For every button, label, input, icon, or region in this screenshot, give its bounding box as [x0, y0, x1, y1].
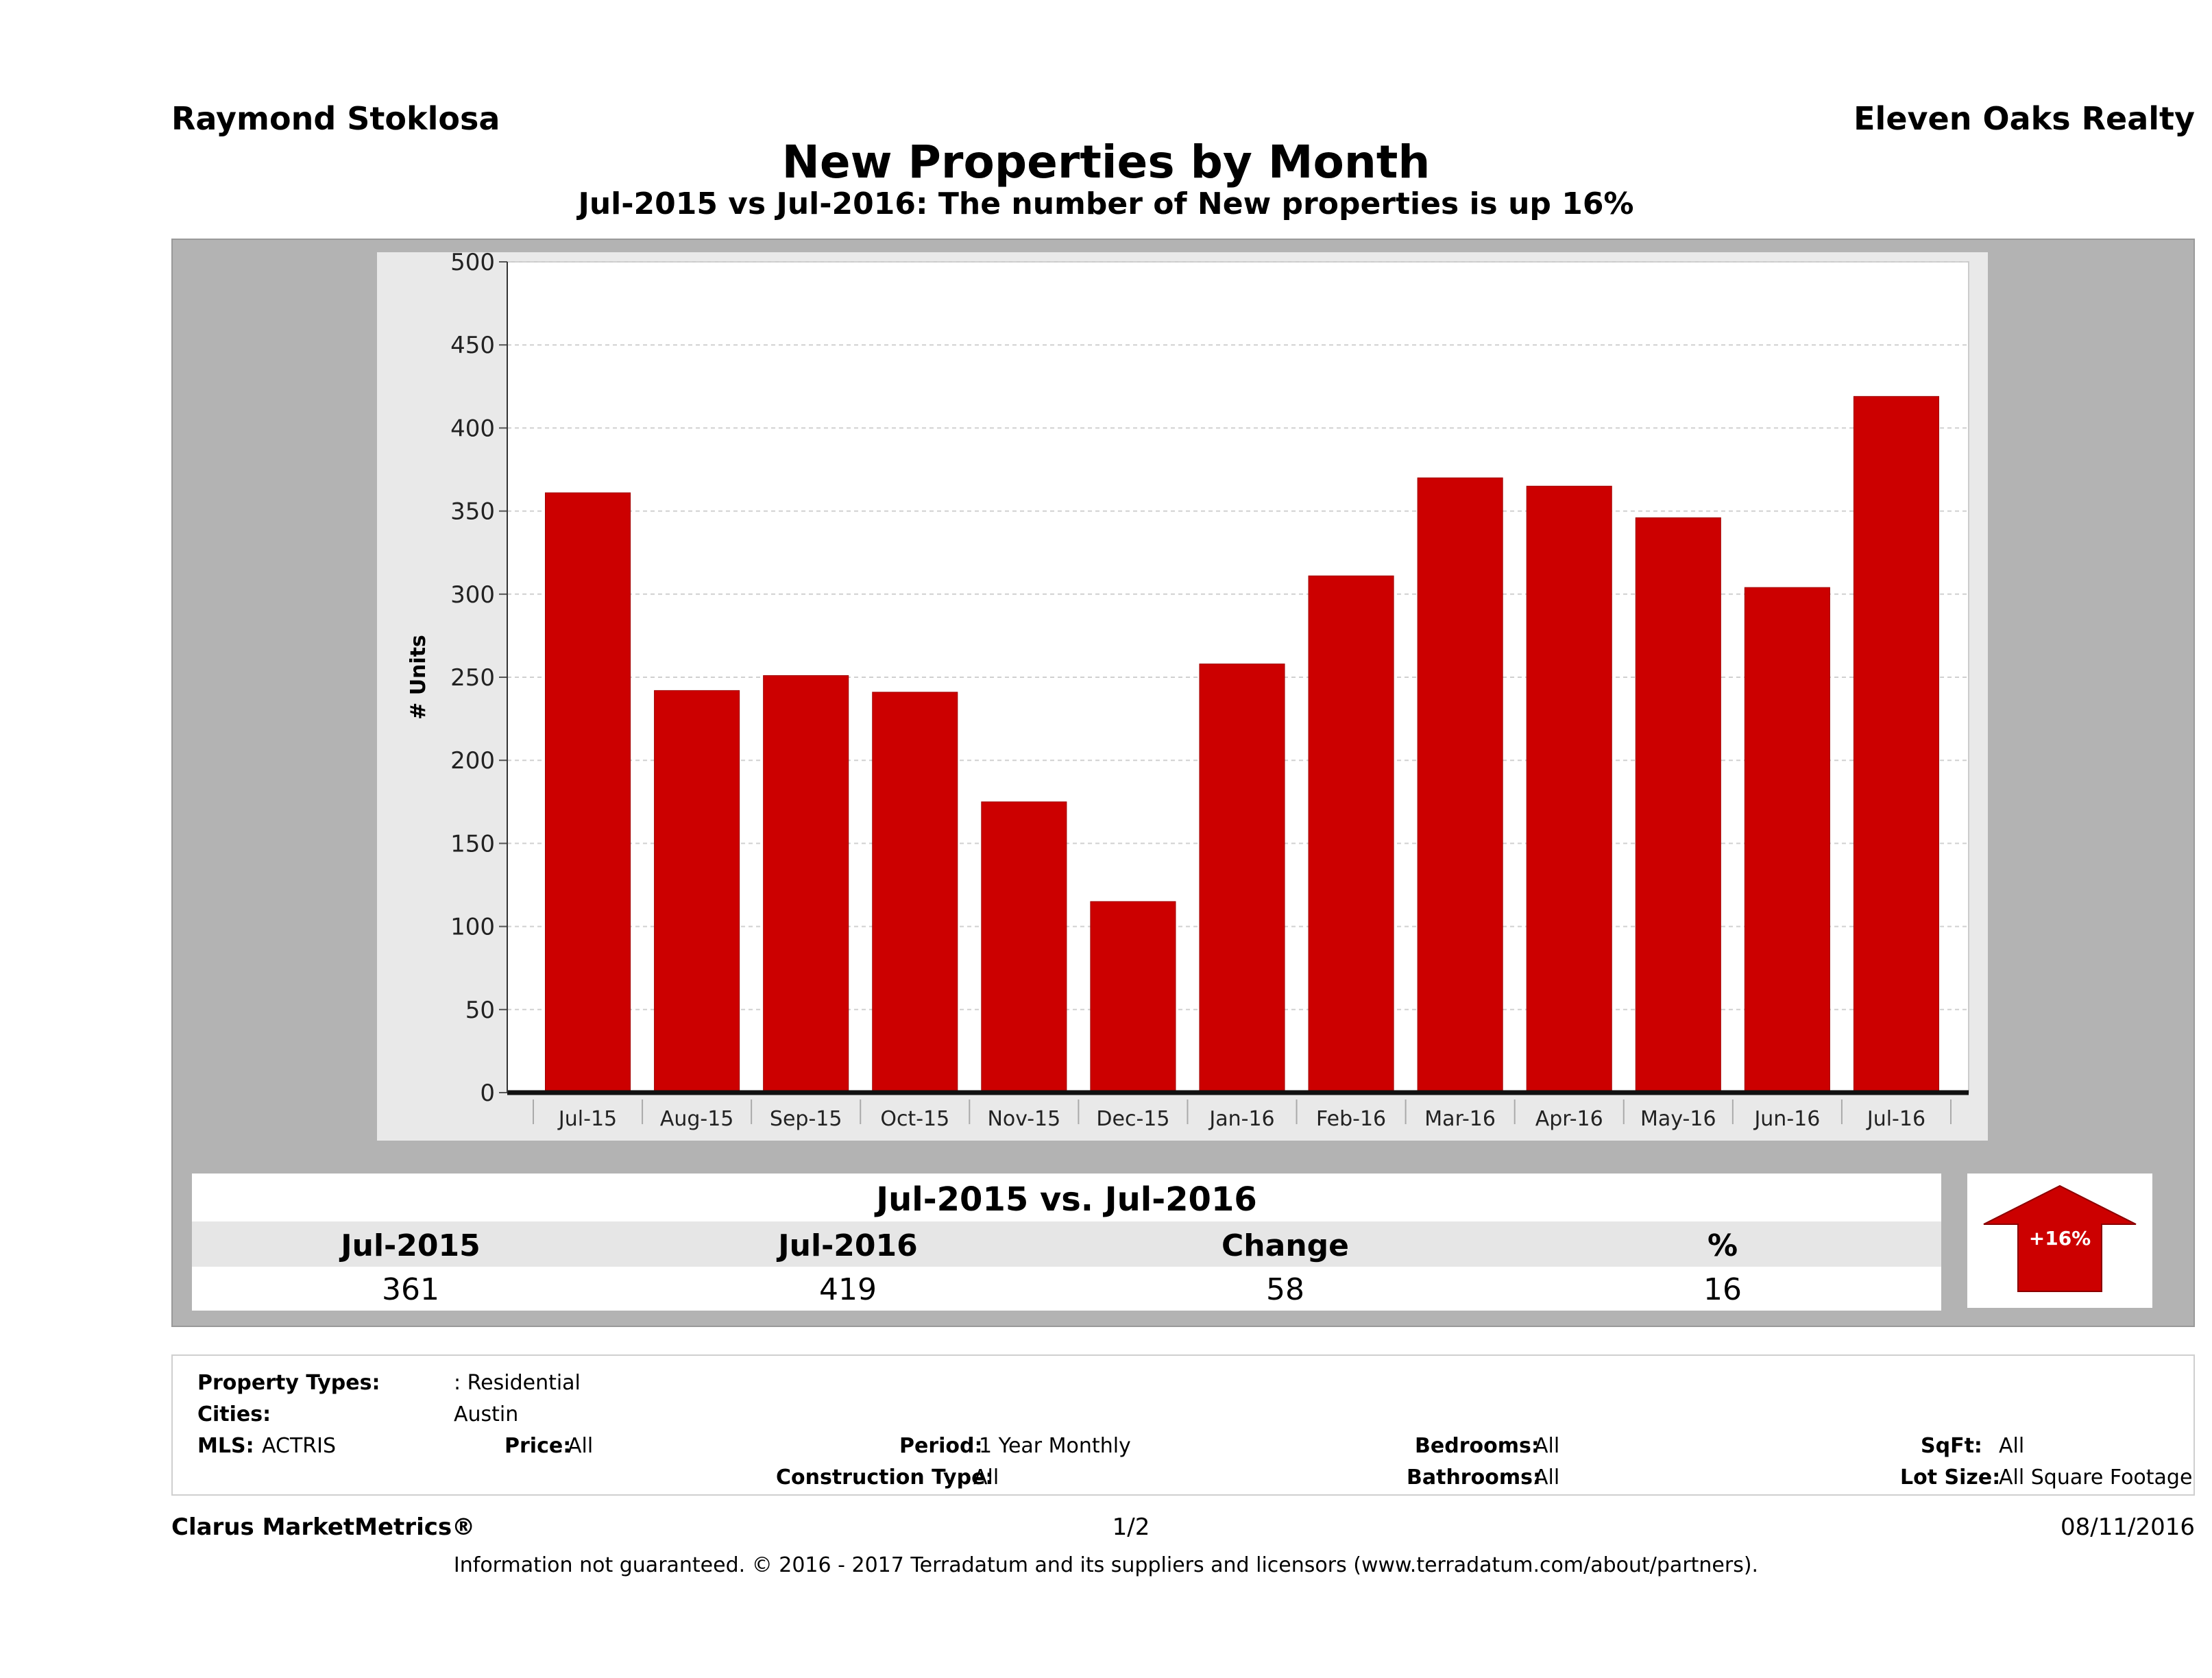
agent-name: Raymond Stoklosa — [171, 100, 500, 137]
y-tick-label: 100 — [450, 914, 495, 941]
y-tick-label: 500 — [450, 252, 495, 276]
y-tick-label: 300 — [450, 581, 495, 609]
sqft-label: SqFt: — [1921, 1434, 1982, 1458]
summary-title: Jul-2015 vs. Jul-2016 — [192, 1174, 1941, 1221]
bar-jan-16 — [1199, 664, 1285, 1093]
footer-brand: Clarus MarketMetrics® — [171, 1513, 476, 1541]
property-types-value: : Residential — [454, 1371, 581, 1395]
summary-header-change: Change — [1222, 1228, 1349, 1263]
construction-type-label: Construction Type: — [776, 1466, 994, 1489]
bathrooms-value: All — [1534, 1466, 1560, 1489]
price-value: All — [568, 1434, 594, 1458]
sqft-value: All — [1999, 1434, 2025, 1458]
y-tick-label: 150 — [450, 830, 495, 858]
x-tick-label: Nov-15 — [987, 1107, 1060, 1131]
x-tick-label: Dec-15 — [1096, 1107, 1169, 1131]
page-subtitle: Jul-2015 vs Jul-2016: The number of New … — [578, 186, 1634, 221]
summary-header-jul-2016: Jul-2016 — [778, 1228, 918, 1263]
x-tick-label: Jul-15 — [557, 1107, 617, 1131]
x-tick-label: Jun-16 — [1753, 1107, 1820, 1131]
bar-feb-16 — [1308, 575, 1394, 1093]
lot-size-label: Lot Size: — [1900, 1466, 2001, 1489]
lot-size-value: All Square Footage — [1999, 1466, 2193, 1489]
y-tick-label: 400 — [450, 415, 495, 442]
bar-jul-15 — [544, 492, 631, 1093]
y-tick-label: 250 — [450, 664, 495, 692]
cities-value: Austin — [454, 1402, 519, 1426]
x-tick-label: Oct-15 — [880, 1107, 949, 1131]
filter-panel: Property Types: : Residential Cities: Au… — [171, 1354, 2195, 1496]
price-label: Price: — [505, 1434, 572, 1458]
x-tick-label: Feb-16 — [1316, 1107, 1386, 1131]
y-tick-label: 0 — [480, 1080, 495, 1107]
period-label: Period: — [899, 1434, 983, 1458]
bathrooms-label: Bathrooms: — [1407, 1466, 1541, 1489]
summary-value-change: 58 — [1266, 1272, 1304, 1307]
construction-type-value: All — [973, 1466, 999, 1489]
bar-sep-15 — [763, 675, 849, 1093]
bar-jun-16 — [1744, 587, 1830, 1093]
bedrooms-label: Bedrooms: — [1415, 1434, 1540, 1458]
mls-label: MLS: — [197, 1434, 254, 1458]
bar-chart: 0 50 100 150 200 250 300 350 400 450 500 Jul-15 Aug-… — [377, 252, 1988, 1141]
summary-header-row: Jul-2015 Jul-2016 Change % — [192, 1221, 1941, 1267]
property-types-label: Property Types: — [197, 1371, 380, 1395]
x-tick-label: Mar-16 — [1424, 1107, 1496, 1131]
x-tick-label: Aug-15 — [660, 1107, 734, 1131]
brokerage-name: Eleven Oaks Realty — [1854, 100, 2195, 137]
bar-mar-16 — [1417, 477, 1503, 1093]
summary-value-jul-2016: 419 — [819, 1272, 877, 1307]
footer-disclaimer: Information not guaranteed. © 2016 - 201… — [453, 1553, 1759, 1577]
change-badge-label: +16% — [2029, 1227, 2091, 1250]
bar-aug-15 — [654, 690, 740, 1093]
y-axis-label: # Units — [406, 635, 430, 720]
summary-value-jul-2015: 361 — [382, 1272, 439, 1307]
bar-may-16 — [1635, 517, 1721, 1093]
bedrooms-value: All — [1534, 1434, 1560, 1458]
page-title: New Properties by Month — [781, 136, 1431, 189]
bar-nov-15 — [981, 801, 1067, 1093]
x-tick-label: May-16 — [1640, 1107, 1716, 1131]
change-badge: +16% — [1967, 1174, 2152, 1308]
y-tick-label: 350 — [450, 498, 495, 526]
bar-jul-16 — [1853, 396, 1940, 1093]
y-tick-label: 200 — [450, 747, 495, 775]
summary-header-jul-2015: Jul-2015 — [341, 1228, 481, 1263]
bar-dec-15 — [1090, 901, 1176, 1093]
period-value: 1 Year Monthly — [979, 1434, 1131, 1458]
x-tick-label: Jan-16 — [1208, 1107, 1274, 1131]
y-tick-label: 450 — [450, 332, 495, 359]
y-tick-label: 50 — [465, 997, 495, 1024]
bar-oct-15 — [872, 692, 958, 1093]
x-tick-label: Sep-15 — [770, 1107, 842, 1131]
summary-header-percent: % — [1707, 1228, 1738, 1263]
mls-value: ACTRIS — [262, 1434, 337, 1458]
x-tick-label: Jul-16 — [1866, 1107, 1925, 1131]
x-tick-label: Apr-16 — [1535, 1107, 1603, 1131]
up-arrow-icon: +16% — [1983, 1184, 2137, 1292]
footer-page-number: 1/2 — [1112, 1513, 1150, 1541]
summary-value-percent: 16 — [1703, 1272, 1742, 1307]
bar-apr-16 — [1526, 485, 1612, 1093]
cities-label: Cities: — [197, 1402, 271, 1426]
summary-value-row: 361 419 58 16 — [192, 1267, 1941, 1311]
footer-date: 08/11/2016 — [2061, 1513, 2195, 1541]
